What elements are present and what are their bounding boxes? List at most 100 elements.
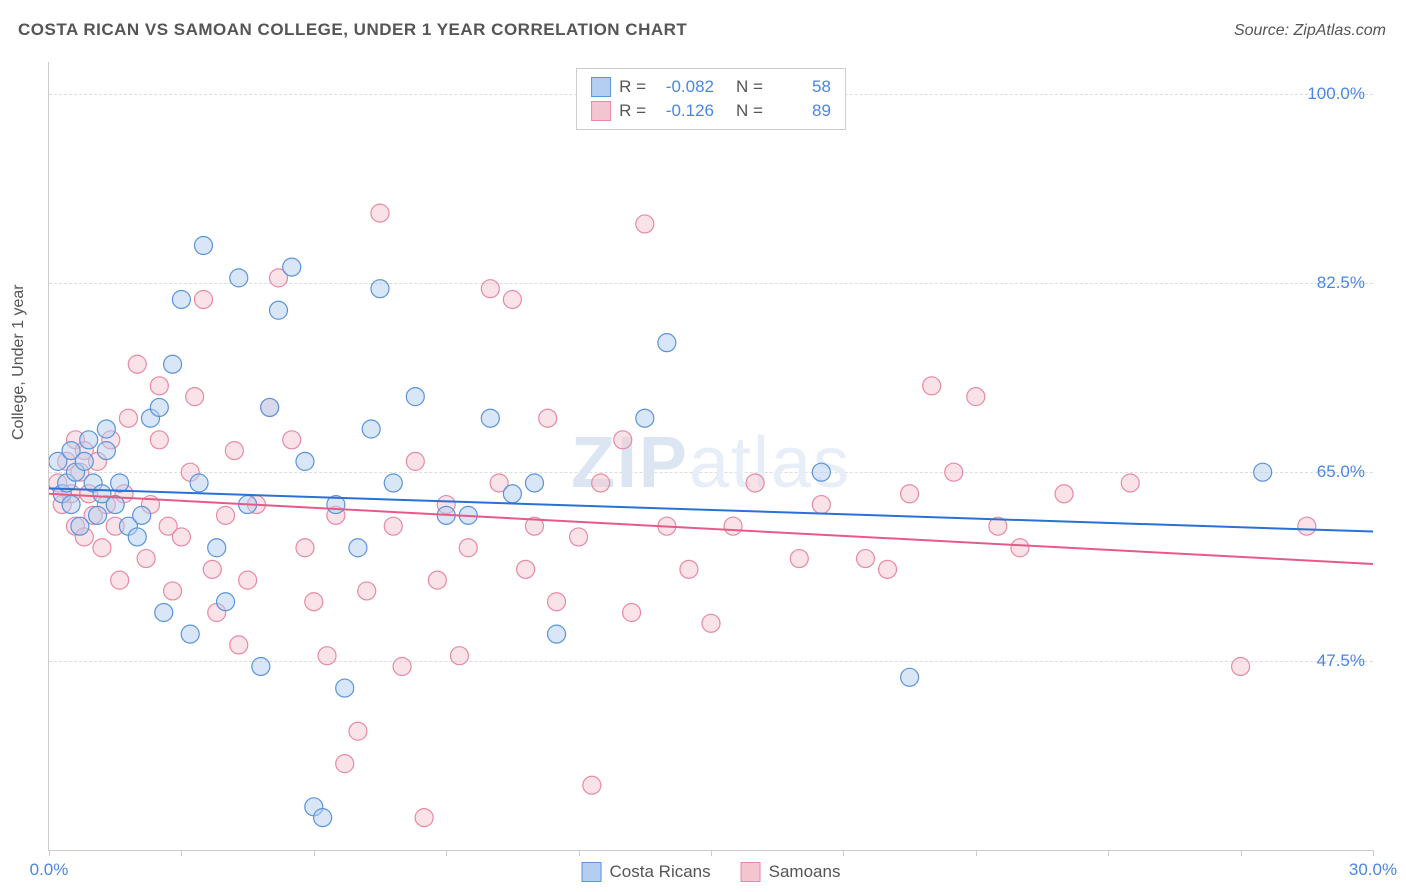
data-point (923, 377, 941, 395)
data-point (406, 388, 424, 406)
chart-svg (49, 62, 1373, 850)
data-point (879, 560, 897, 578)
data-point (450, 647, 468, 665)
data-point (459, 539, 477, 557)
n-value-costa-ricans: 58 (775, 75, 831, 99)
data-point (614, 431, 632, 449)
data-point (150, 431, 168, 449)
data-point (503, 485, 521, 503)
data-point (362, 420, 380, 438)
data-point (636, 215, 654, 233)
data-point (97, 442, 115, 460)
xtick-label: 30.0% (1349, 860, 1397, 880)
data-point (296, 539, 314, 557)
data-point (371, 204, 389, 222)
data-point (128, 355, 146, 373)
n-label: N = (736, 99, 763, 123)
data-point (150, 398, 168, 416)
data-point (155, 604, 173, 622)
data-point (1011, 539, 1029, 557)
data-point (111, 474, 129, 492)
data-point (539, 409, 557, 427)
y-axis-label: College, Under 1 year (10, 284, 28, 440)
r-value-samoans: -0.126 (658, 99, 714, 123)
data-point (1232, 657, 1250, 675)
data-point (945, 463, 963, 481)
data-point (225, 442, 243, 460)
xtick (314, 850, 315, 856)
xtick (49, 850, 50, 856)
data-point (636, 409, 654, 427)
data-point (702, 614, 720, 632)
swatch-samoans (591, 101, 611, 121)
xtick (843, 850, 844, 856)
data-point (1298, 517, 1316, 535)
plot-area: ZIPatlas R = -0.082 N = 58 R = -0.126 N … (48, 62, 1373, 851)
xtick (181, 850, 182, 856)
data-point (190, 474, 208, 492)
legend-item-costa-ricans: Costa Ricans (582, 862, 711, 882)
data-point (80, 431, 98, 449)
data-point (517, 560, 535, 578)
xtick (711, 850, 712, 856)
data-point (318, 647, 336, 665)
n-label: N = (736, 75, 763, 99)
data-point (239, 571, 257, 589)
data-point (384, 517, 402, 535)
data-point (133, 506, 151, 524)
data-point (583, 776, 601, 794)
data-point (548, 593, 566, 611)
data-point (194, 237, 212, 255)
xtick (1373, 850, 1374, 856)
data-point (283, 258, 301, 276)
data-point (186, 388, 204, 406)
data-point (217, 593, 235, 611)
data-point (525, 474, 543, 492)
data-point (283, 431, 301, 449)
data-point (1254, 463, 1272, 481)
xtick (1241, 850, 1242, 856)
data-point (217, 506, 235, 524)
data-point (856, 550, 874, 568)
data-point (230, 636, 248, 654)
data-point (812, 496, 830, 514)
data-point (415, 809, 433, 827)
swatch-costa-ricans (591, 77, 611, 97)
data-point (261, 398, 279, 416)
data-point (89, 506, 107, 524)
legend-item-samoans: Samoans (741, 862, 841, 882)
data-point (592, 474, 610, 492)
data-point (194, 290, 212, 308)
data-point (680, 560, 698, 578)
correlation-legend: R = -0.082 N = 58 R = -0.126 N = 89 (576, 68, 846, 130)
r-value-costa-ricans: -0.082 (658, 75, 714, 99)
data-point (230, 269, 248, 287)
data-point (384, 474, 402, 492)
data-point (93, 539, 111, 557)
legend-label-costa-ricans: Costa Ricans (610, 862, 711, 882)
data-point (1055, 485, 1073, 503)
chart-container: COSTA RICAN VS SAMOAN COLLEGE, UNDER 1 Y… (0, 0, 1406, 892)
legend-row-samoans: R = -0.126 N = 89 (591, 99, 831, 123)
xtick (1108, 850, 1109, 856)
data-point (358, 582, 376, 600)
data-point (164, 355, 182, 373)
data-point (901, 668, 919, 686)
data-point (71, 517, 89, 535)
r-label: R = (619, 75, 646, 99)
source-label: Source: ZipAtlas.com (1234, 22, 1386, 40)
legend-label-samoans: Samoans (769, 862, 841, 882)
data-point (724, 517, 742, 535)
data-point (164, 582, 182, 600)
data-point (371, 280, 389, 298)
data-point (393, 657, 411, 675)
data-point (790, 550, 808, 568)
data-point (305, 593, 323, 611)
data-point (208, 539, 226, 557)
data-point (812, 463, 830, 481)
data-point (336, 679, 354, 697)
data-point (119, 409, 137, 427)
data-point (181, 625, 199, 643)
data-point (75, 452, 93, 470)
data-point (428, 571, 446, 589)
